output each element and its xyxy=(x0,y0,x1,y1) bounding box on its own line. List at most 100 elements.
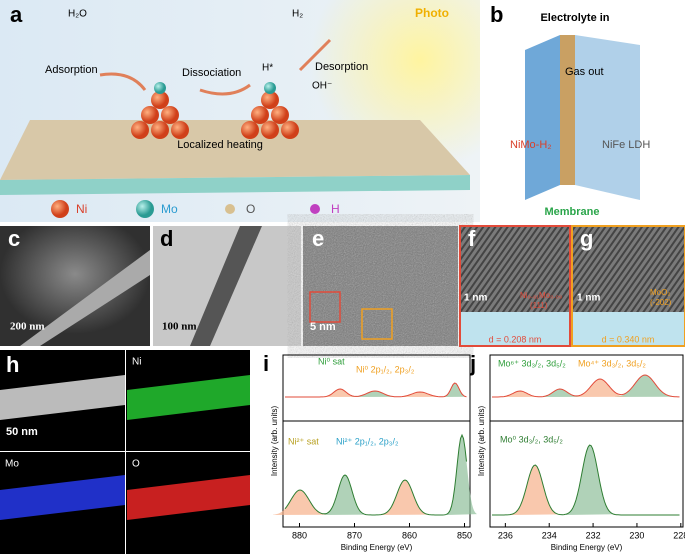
haadf xyxy=(0,375,125,420)
x-tick-label: 234 xyxy=(542,530,557,540)
panel-label: e xyxy=(312,226,324,251)
fit-line xyxy=(285,382,467,398)
text: NiMo-H₂ xyxy=(510,139,552,151)
map-label: Mo xyxy=(5,459,19,470)
panel-label: b xyxy=(490,2,503,27)
x-label: Binding Energy (eV) xyxy=(341,543,413,552)
map-mo xyxy=(0,475,125,520)
peak-fill xyxy=(273,490,327,515)
cell-right xyxy=(575,35,640,200)
x-tick-label: 870 xyxy=(347,530,362,540)
panel-label: d xyxy=(160,226,173,251)
text: Adsorption xyxy=(45,64,98,76)
peak-fill xyxy=(447,435,477,515)
panel-label: c xyxy=(8,226,20,251)
text: Gas out xyxy=(565,66,604,78)
peak-fill xyxy=(443,383,467,397)
x-tick-label: 860 xyxy=(402,530,417,540)
map-ni xyxy=(127,375,250,420)
legend-marker xyxy=(310,204,320,214)
text: Dissociation xyxy=(182,67,241,79)
fit-line xyxy=(284,433,467,516)
annotation: Ni²⁺ 2p₁/₂, 2p₃/₂ xyxy=(336,436,399,446)
annotation: Ni⁰ sat xyxy=(318,356,345,366)
annotation: Ni⁰ 2p₁/₂, 2p₃/₂ xyxy=(356,364,415,374)
scale: 1 nm xyxy=(577,293,600,304)
x-tick-label: 228 xyxy=(673,530,685,540)
profile xyxy=(461,312,569,345)
legend-label: H xyxy=(331,202,340,216)
text: NiFe LDH xyxy=(602,139,650,151)
fit-line xyxy=(492,444,680,516)
box xyxy=(309,291,341,323)
annotation: Mo⁶⁺ 3d₃/₂, 3d₅/₂ xyxy=(498,358,566,368)
fit-line xyxy=(492,374,680,398)
text: OH⁻ xyxy=(312,81,332,92)
texture xyxy=(303,226,458,346)
legend-marker xyxy=(51,200,69,218)
x-tick-label: 850 xyxy=(457,530,472,540)
legend-label: Mo xyxy=(161,202,178,216)
plot-frame xyxy=(282,354,471,528)
annotation: Mo⁴⁺ 3d₃/₂, 3d₅/₂ xyxy=(578,358,646,368)
peak-fill xyxy=(573,379,627,397)
annotation: Ni²⁺ sat xyxy=(288,436,319,446)
panel-label: f xyxy=(468,226,476,251)
x-tick-label: 236 xyxy=(498,530,513,540)
text: d = 0.208 nm xyxy=(489,334,542,344)
wire xyxy=(20,250,150,346)
scale: 5 nm xyxy=(310,321,336,333)
legend-label: Ni xyxy=(76,202,87,216)
panel-label: a xyxy=(10,2,23,27)
scale: 50 nm xyxy=(6,426,38,438)
map-label: Ni xyxy=(132,357,141,368)
membrane-shape xyxy=(560,35,575,185)
substrate xyxy=(0,120,470,180)
peak-fill xyxy=(381,480,429,515)
plot-frame xyxy=(489,354,684,528)
cell-left xyxy=(525,35,560,200)
text: H* xyxy=(262,63,273,74)
text: Desorption xyxy=(315,61,368,73)
x-tick-label: 230 xyxy=(629,530,644,540)
text: H₂O xyxy=(68,9,87,20)
text: Localized heating xyxy=(177,139,263,151)
peak-fill xyxy=(539,389,581,397)
box xyxy=(361,308,393,340)
peak-fill xyxy=(615,375,675,397)
map-label: O xyxy=(132,459,140,470)
legend-label: O xyxy=(246,202,255,216)
x-label: Binding Energy (eV) xyxy=(551,543,623,552)
text: Membrane xyxy=(544,206,599,218)
text: Ni₀.₉₁Mo₀.₀₉ xyxy=(520,291,562,300)
peak-fill xyxy=(566,445,614,515)
map-o xyxy=(127,475,250,520)
text: MoO₂ xyxy=(650,288,670,297)
legend-marker xyxy=(136,200,154,218)
panel-label: i xyxy=(263,351,269,376)
arrows xyxy=(99,38,332,96)
text: d = 0.340 nm xyxy=(602,334,655,344)
substrate-edge xyxy=(0,175,470,195)
panel-label: g xyxy=(580,226,593,251)
text: (111) xyxy=(530,301,548,310)
scale: 1 nm xyxy=(464,293,487,304)
scale: 200 nm xyxy=(10,321,45,333)
ni-pyramid xyxy=(131,82,299,139)
legend: Ni Mo O H xyxy=(51,200,340,218)
annotation: Mo⁰ 3d₃/₂, 3d₅/₂ xyxy=(500,434,563,444)
peak-fill xyxy=(324,475,366,515)
peak-fill xyxy=(511,465,559,515)
profile xyxy=(573,312,684,345)
x-tick-label: 880 xyxy=(292,530,307,540)
panel-label: j xyxy=(469,351,476,376)
peak-fill xyxy=(322,389,358,397)
text: Photo xyxy=(415,6,449,20)
scale: 100 nm xyxy=(162,321,197,333)
xps: 880 870 860 850 Binding Energy (eV) Intensity… xyxy=(263,351,685,552)
text: (-202) xyxy=(650,298,672,307)
text: H₂ xyxy=(292,9,303,20)
wire xyxy=(190,226,262,346)
text: Electrolyte in xyxy=(540,12,609,24)
